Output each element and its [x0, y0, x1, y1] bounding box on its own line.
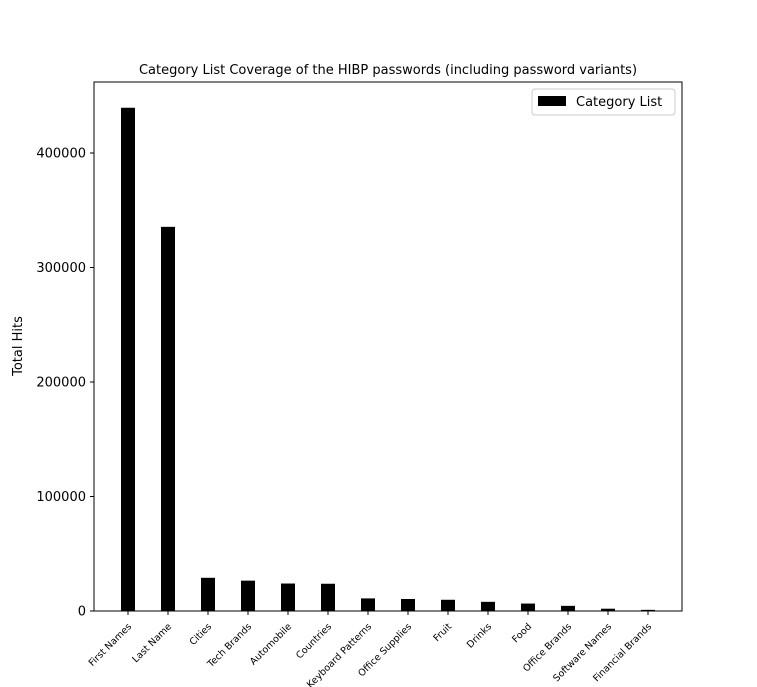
bar	[601, 608, 615, 611]
x-tick-label: Cities	[188, 621, 215, 648]
x-tick-label: Last Name	[130, 621, 174, 665]
legend-swatch	[538, 96, 566, 106]
x-tick-label: Countries	[294, 621, 334, 661]
bar	[481, 601, 495, 611]
y-tick-label: 100000	[36, 490, 86, 505]
bar	[201, 577, 215, 611]
x-tick-label: Fruit	[431, 621, 454, 644]
plot-area-frame	[93, 81, 683, 612]
x-tick-label: Drinks	[465, 621, 494, 650]
bar	[161, 226, 175, 611]
bar	[401, 598, 415, 611]
bar	[121, 107, 135, 611]
legend: Category List	[531, 88, 676, 116]
bar	[441, 599, 455, 611]
bar	[361, 598, 375, 611]
bar	[321, 583, 335, 611]
x-tick-label: First Names	[87, 621, 134, 668]
bar	[281, 583, 295, 611]
y-tick-label: 0	[78, 605, 86, 620]
legend-box	[531, 88, 676, 116]
chart-title: Category List Coverage of the HIBP passw…	[139, 63, 637, 78]
x-tick-label: Food	[510, 621, 534, 645]
bar	[641, 609, 655, 611]
bar	[521, 603, 535, 611]
legend-label: Category List	[576, 95, 662, 110]
y-axis-ticks: 0 100000 200000 300000 400000	[36, 146, 94, 620]
bar	[561, 605, 575, 611]
y-tick-label: 200000	[36, 375, 86, 390]
y-axis-label: Total Hits	[11, 316, 26, 377]
y-tick-label: 400000	[36, 146, 86, 161]
bar	[241, 580, 255, 611]
x-tick-label: Automobile	[248, 621, 294, 667]
bars-layer	[121, 107, 655, 611]
y-tick-label: 300000	[36, 261, 86, 276]
